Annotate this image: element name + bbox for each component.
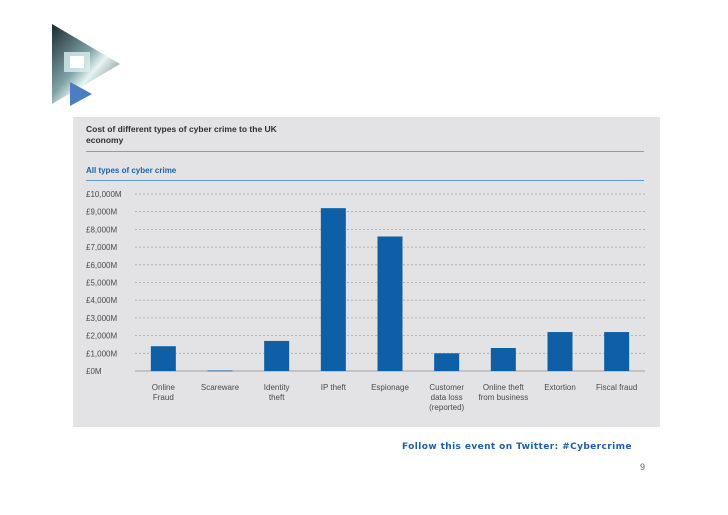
x-tick-label: Fiscal fraud — [596, 383, 637, 392]
y-tick-label: £9,000M — [86, 208, 117, 217]
x-tick-label: (reported) — [429, 403, 464, 412]
bar — [264, 340, 290, 371]
bar — [490, 347, 516, 371]
x-tick-label: from business — [478, 393, 528, 402]
page-number: 9 — [640, 462, 646, 472]
x-tick-label: theft — [269, 393, 285, 402]
bar-chart: £0M £1,000M £2,000M £3,000M £4,000M £5,000M £6… — [86, 190, 645, 412]
title-divider — [86, 151, 644, 152]
y-tick-label: £2,000M — [86, 332, 117, 341]
x-tick-label: Scareware — [201, 383, 240, 392]
bar — [434, 353, 460, 371]
x-tick-label: data loss — [431, 393, 463, 402]
y-tick-label: £10,000M — [86, 190, 122, 199]
x-tick-label: Espionage — [371, 383, 409, 392]
x-tick-label: Online theft — [483, 383, 525, 392]
x-tick-label: Extortion — [544, 383, 576, 392]
y-tick-label: £8,000M — [86, 225, 117, 234]
chart-subtitle: All types of cyber crime — [86, 166, 177, 175]
chart-title: Cost of different types of cyber crime t… — [86, 124, 277, 145]
bar — [547, 332, 573, 371]
bar — [604, 332, 630, 371]
chart-panel: Cost of different types of cyber crime t… — [73, 117, 660, 427]
subtitle-divider — [86, 180, 644, 181]
y-tick-label: £0M — [86, 367, 102, 376]
play-triangle-logo — [52, 24, 120, 106]
twitter-footer: Follow this event on Twitter: #Cybercrim… — [402, 442, 632, 452]
y-tick-label: £5,000M — [86, 279, 117, 288]
y-tick-label: £3,000M — [86, 314, 117, 323]
bar — [150, 346, 176, 371]
y-tick-label: £4,000M — [86, 296, 117, 305]
bar — [320, 208, 346, 371]
bar — [207, 370, 233, 372]
x-tick-label: Identity — [264, 383, 290, 392]
bar — [377, 236, 403, 371]
x-tick-label: Online — [152, 383, 176, 392]
y-tick-label: £7,000M — [86, 243, 117, 252]
y-tick-label: £1,000M — [86, 349, 117, 358]
x-tick-label: IP theft — [321, 383, 347, 392]
x-tick-label: Fraud — [153, 393, 174, 402]
x-tick-label: Customer — [429, 383, 464, 392]
y-tick-label: £6,000M — [86, 261, 117, 270]
